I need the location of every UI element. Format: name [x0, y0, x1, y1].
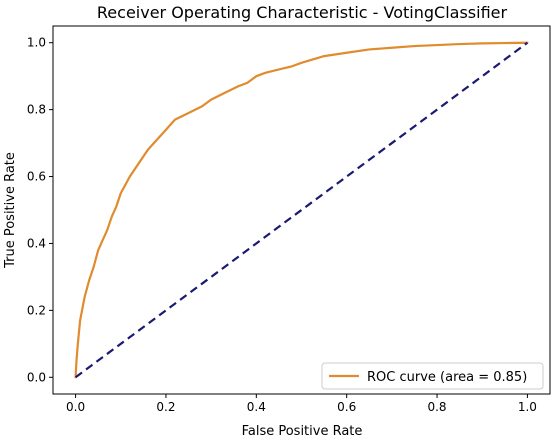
- x-tick-label: 0.8: [427, 400, 446, 414]
- y-tick-label: 0.6: [27, 170, 46, 184]
- x-tick-label: 0.0: [66, 400, 85, 414]
- y-axis-label: True Positive Rate: [3, 152, 18, 269]
- x-tick-label: 0.4: [247, 400, 266, 414]
- y-tick-label: 0.4: [27, 236, 46, 250]
- series-layer: [74, 41, 529, 379]
- y-tick-label: 0.0: [27, 370, 46, 384]
- legend-box: [321, 362, 544, 390]
- legend-label-roc: ROC curve (area = 0.85): [367, 370, 527, 385]
- x-tick-label: 0.6: [337, 400, 356, 414]
- y-tick-label: 1.0: [27, 36, 46, 50]
- x-axis-label: False Positive Rate: [242, 424, 363, 439]
- x-tick-label: 0.2: [156, 400, 175, 414]
- y-tick-label: 0.2: [27, 303, 46, 317]
- y-tick-label: 0.8: [27, 103, 46, 117]
- plot-area-frame: [52, 25, 551, 395]
- chance-diagonal-line: [74, 41, 529, 379]
- roc-curve-line: [74, 41, 529, 379]
- chart-title: Receiver Operating Characteristic - Voti…: [97, 3, 508, 22]
- legend: ROC curve (area = 0.85): [321, 362, 544, 390]
- x-tick-label: 1.0: [518, 400, 537, 414]
- x-axis-ticks: 0.0 0.2 0.4 0.6 0.8 1.0: [66, 394, 537, 414]
- y-axis-ticks: 0.0 0.2 0.4 0.6 0.8 1.0: [27, 36, 53, 384]
